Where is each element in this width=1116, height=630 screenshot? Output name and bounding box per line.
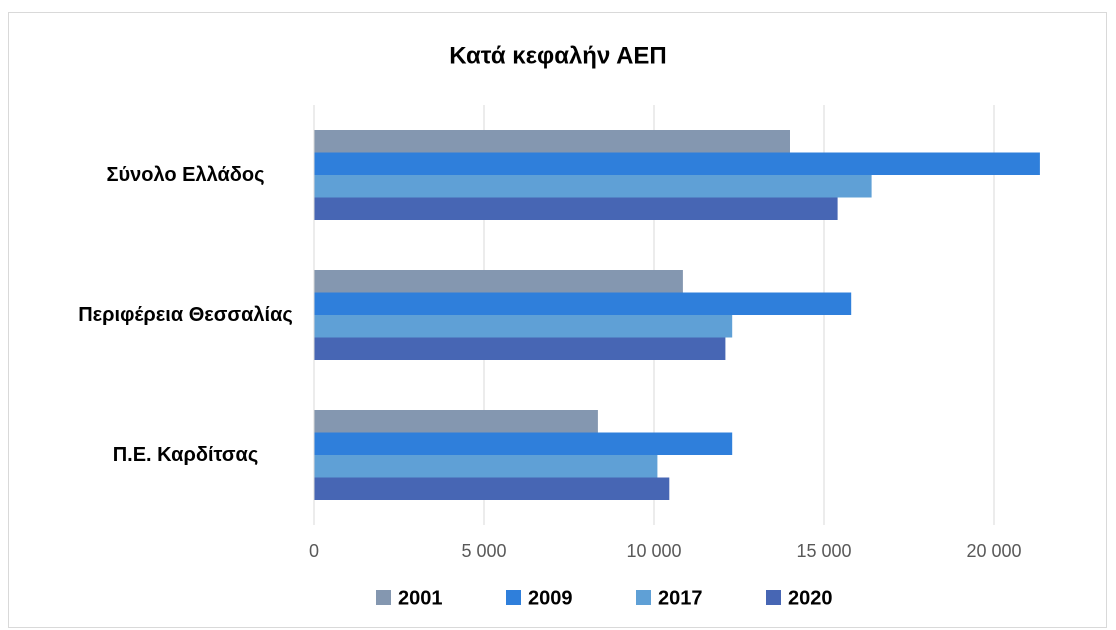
legend-label: 2001 — [398, 587, 443, 609]
bar — [314, 410, 598, 433]
x-tick-label: 5 000 — [461, 541, 506, 561]
legend-swatch — [376, 590, 391, 605]
chart-title: Κατά κεφαλήν ΑΕΠ — [449, 42, 667, 69]
y-tick-label: Σύνολο Ελλάδος — [106, 164, 265, 186]
bar — [314, 152, 1040, 175]
x-tick-label: 10 000 — [626, 541, 681, 561]
bar — [314, 130, 790, 153]
bar — [314, 455, 658, 478]
bar — [314, 477, 670, 500]
bar — [314, 315, 733, 338]
legend-label: 2009 — [528, 587, 573, 609]
bar — [314, 337, 726, 360]
x-tick-label: 15 000 — [796, 541, 851, 561]
legend-label: 2017 — [658, 587, 703, 609]
bar — [314, 292, 852, 315]
bar — [314, 197, 838, 220]
bar — [314, 270, 683, 293]
legend-swatch — [636, 590, 651, 605]
legend-label: 2020 — [788, 587, 833, 609]
bar — [314, 175, 872, 198]
legend-swatch — [766, 590, 781, 605]
y-tick-label: Π.Ε. Καρδίτσας — [112, 444, 259, 466]
y-tick-label: Περιφέρεια Θεσσαλίας — [78, 304, 293, 326]
legend-swatch — [506, 590, 521, 605]
x-tick-label: 0 — [309, 541, 319, 561]
bar — [314, 432, 733, 455]
x-tick-label: 20 000 — [966, 541, 1021, 561]
